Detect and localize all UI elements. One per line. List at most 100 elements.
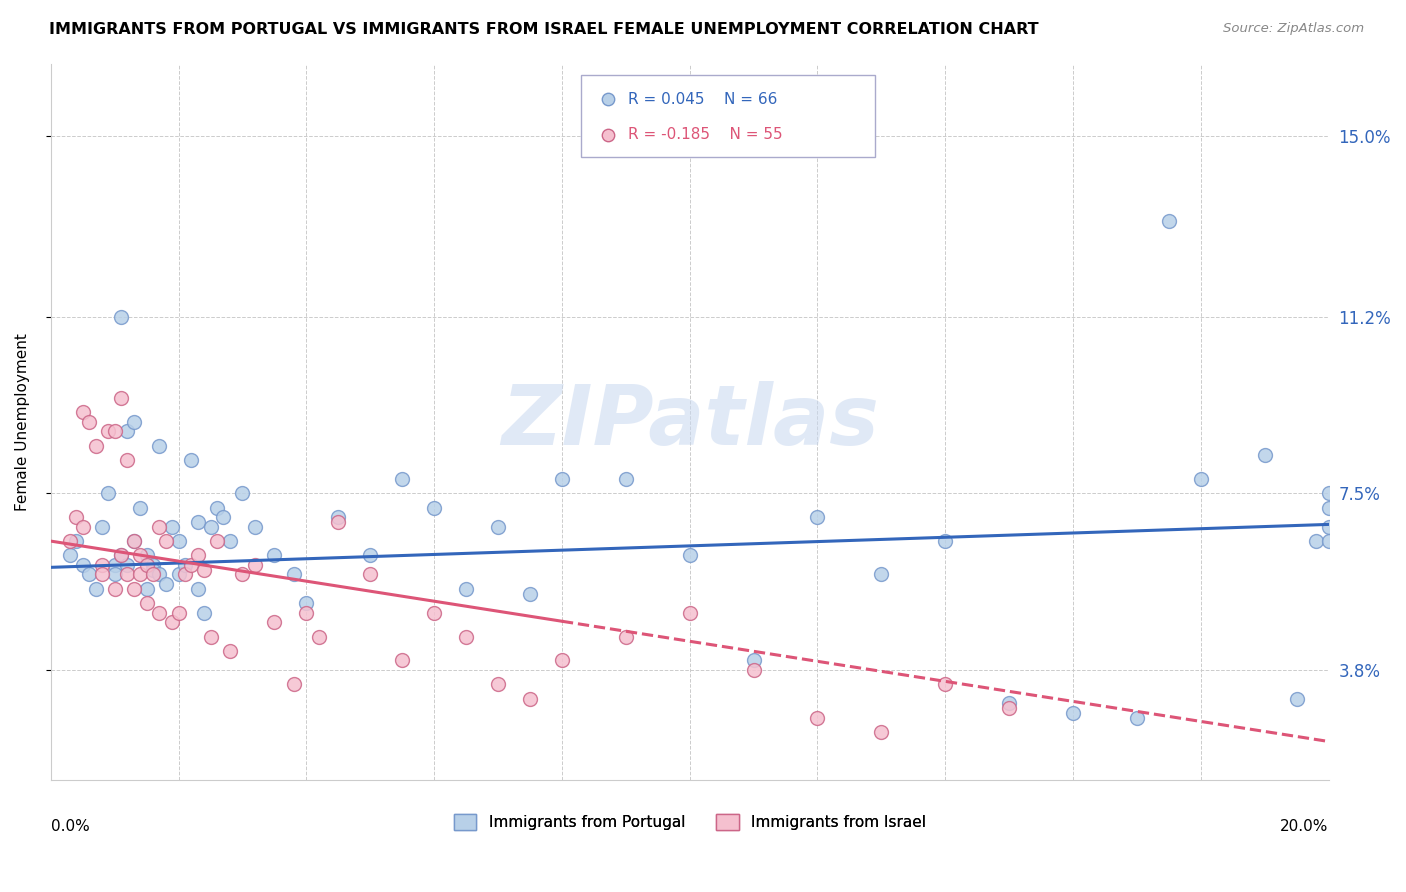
Point xyxy=(200,630,222,644)
Point xyxy=(91,558,114,572)
Point xyxy=(91,567,114,582)
Point xyxy=(245,558,267,572)
Point xyxy=(328,515,350,529)
Point xyxy=(110,549,132,563)
Point xyxy=(135,582,157,596)
Point xyxy=(167,567,190,582)
Point xyxy=(135,549,157,563)
Point xyxy=(295,596,318,610)
Point xyxy=(806,710,828,724)
Point xyxy=(187,582,209,596)
Point xyxy=(1062,706,1084,720)
Point xyxy=(142,558,165,572)
Text: ZIPatlas: ZIPatlas xyxy=(501,382,879,462)
FancyBboxPatch shape xyxy=(581,75,875,157)
Point xyxy=(245,520,267,534)
Point xyxy=(97,425,120,439)
Point xyxy=(454,582,477,596)
Point xyxy=(110,310,132,324)
Point xyxy=(742,663,765,677)
Point xyxy=(187,515,209,529)
Point xyxy=(167,534,190,549)
Point xyxy=(180,453,202,467)
Point xyxy=(193,563,215,577)
Point xyxy=(391,653,413,667)
Point xyxy=(67,798,90,813)
Point xyxy=(1157,214,1180,228)
Point xyxy=(614,630,637,644)
Text: IMMIGRANTS FROM PORTUGAL VS IMMIGRANTS FROM ISRAEL FEMALE UNEMPLOYMENT CORRELATI: IMMIGRANTS FROM PORTUGAL VS IMMIGRANTS F… xyxy=(49,22,1039,37)
Y-axis label: Female Unemployment: Female Unemployment xyxy=(15,333,30,511)
Point xyxy=(59,534,82,549)
Point xyxy=(65,510,87,524)
Point xyxy=(110,549,132,563)
Point xyxy=(122,415,145,429)
Point xyxy=(104,425,127,439)
Point xyxy=(155,577,177,591)
Point xyxy=(122,534,145,549)
Point xyxy=(200,520,222,534)
Point xyxy=(218,534,240,549)
Text: R = -0.185    N = 55: R = -0.185 N = 55 xyxy=(628,128,783,142)
Point xyxy=(180,558,202,572)
Point xyxy=(117,453,139,467)
Point xyxy=(1305,534,1327,549)
Point xyxy=(160,520,183,534)
Point xyxy=(72,405,94,419)
Point xyxy=(806,510,828,524)
Point xyxy=(486,520,509,534)
Point xyxy=(148,520,170,534)
Point xyxy=(193,606,215,620)
Point xyxy=(104,558,127,572)
Point xyxy=(1317,486,1340,500)
Point xyxy=(77,415,100,429)
Point xyxy=(122,582,145,596)
Point xyxy=(129,567,152,582)
Point xyxy=(308,630,330,644)
Point xyxy=(65,534,87,549)
Text: 20.0%: 20.0% xyxy=(1279,819,1329,834)
Point xyxy=(205,534,228,549)
Point xyxy=(205,500,228,515)
Point xyxy=(84,439,107,453)
Point xyxy=(67,801,90,815)
Point xyxy=(263,615,285,630)
Point xyxy=(870,567,893,582)
Point xyxy=(218,644,240,658)
Point xyxy=(110,391,132,405)
Point xyxy=(519,586,541,600)
Point xyxy=(129,549,152,563)
Point xyxy=(283,567,305,582)
Point xyxy=(122,534,145,549)
Point xyxy=(998,701,1021,715)
Point xyxy=(135,596,157,610)
Point xyxy=(148,606,170,620)
Point xyxy=(104,582,127,596)
Point xyxy=(359,549,381,563)
Point xyxy=(1189,472,1212,486)
Point xyxy=(160,615,183,630)
Point xyxy=(1253,448,1275,462)
Point xyxy=(187,549,209,563)
Point xyxy=(263,549,285,563)
Point xyxy=(870,725,893,739)
Text: Source: ZipAtlas.com: Source: ZipAtlas.com xyxy=(1223,22,1364,36)
Point xyxy=(72,558,94,572)
Point xyxy=(359,567,381,582)
Point xyxy=(934,677,956,691)
Text: 0.0%: 0.0% xyxy=(51,819,90,834)
Point xyxy=(551,653,574,667)
Point xyxy=(519,691,541,706)
Point xyxy=(97,486,120,500)
Point xyxy=(104,567,127,582)
Text: R = 0.045    N = 66: R = 0.045 N = 66 xyxy=(628,92,778,107)
Legend: Immigrants from Portugal, Immigrants from Israel: Immigrants from Portugal, Immigrants fro… xyxy=(447,808,932,837)
Point xyxy=(174,558,197,572)
Point xyxy=(486,677,509,691)
Point xyxy=(212,510,235,524)
Point xyxy=(117,567,139,582)
Point xyxy=(934,534,956,549)
Point xyxy=(129,500,152,515)
Point xyxy=(117,558,139,572)
Point xyxy=(328,510,350,524)
